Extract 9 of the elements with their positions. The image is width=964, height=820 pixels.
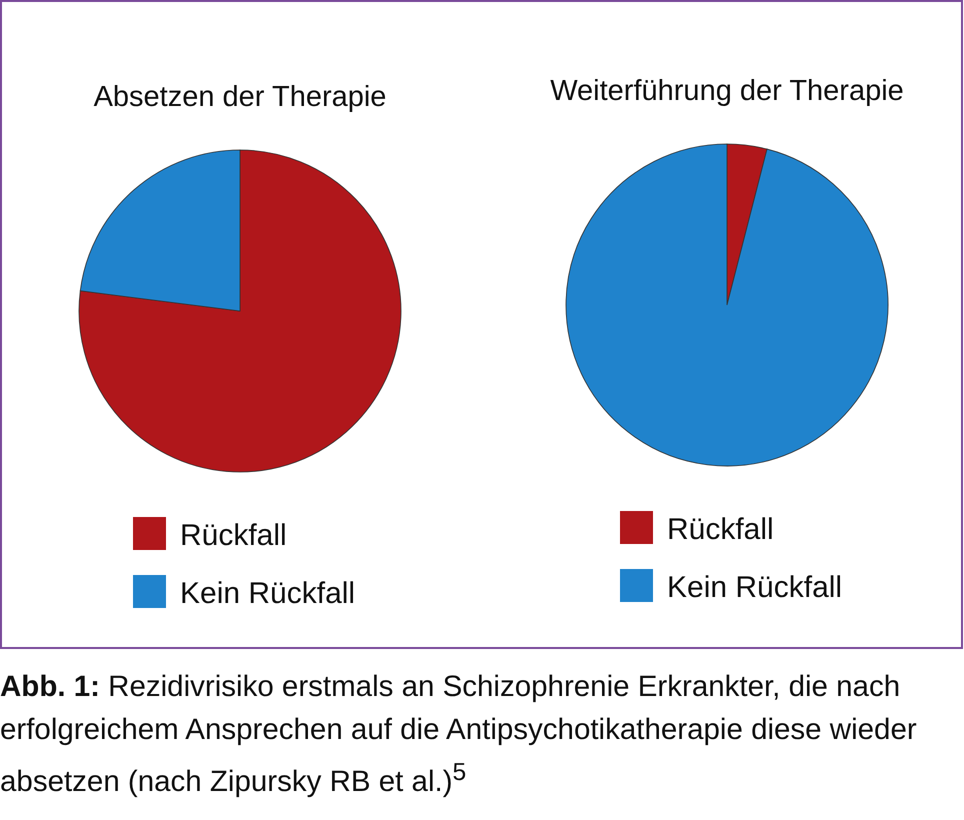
legend-label: Rückfall <box>667 513 774 546</box>
legend-label: Kein Rückfall <box>180 577 356 610</box>
legend-label: Rückfall <box>180 519 287 552</box>
pie-slice <box>566 144 888 466</box>
legend-label: Kein Rückfall <box>667 571 842 604</box>
chart-title: Weiterführung der Therapie <box>550 75 904 107</box>
text: Abb. 1: Rezidivrisiko erstmals an Schizophrenie Erkrankter, die nach erfolgreichem Ansprechen auf die Antipsychotikatherapie diese wieder absetzen (nach Zipursky RB et al.)$^{5}$ <box>0 670 917 798</box>
pie-slice <box>78 150 402 472</box>
chart-title: Absetzen der Therapie <box>94 81 386 113</box>
